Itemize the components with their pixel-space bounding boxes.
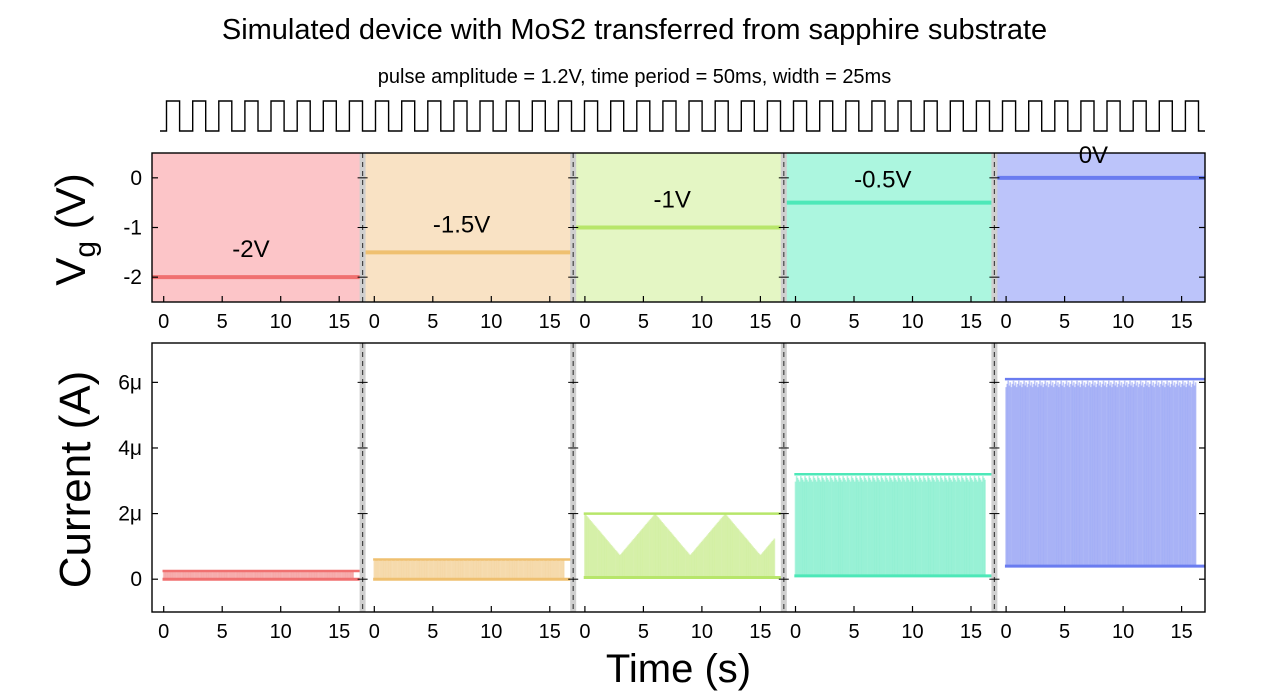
x-tick-label: 15 (328, 311, 350, 333)
x-tick-label: 5 (427, 621, 438, 643)
y-tick-label: 2μ (118, 503, 142, 526)
x-tick-label: 0 (579, 311, 590, 333)
x-tick-label: 0 (790, 311, 801, 333)
x-tick-label: 15 (1170, 621, 1192, 643)
x-tick-label: 10 (270, 621, 292, 643)
x-tick-label: 0 (369, 311, 380, 333)
y-tick-label: 0 (130, 167, 142, 190)
x-tick-label: 5 (217, 311, 228, 333)
x-tick-label: 0 (369, 621, 380, 643)
x-tick-label: 0 (1001, 621, 1012, 643)
vg-axis-label: Vg (V) (47, 173, 102, 285)
x-tick-label: 15 (1170, 311, 1192, 333)
x-tick-label: 10 (1112, 621, 1134, 643)
x-tick-label: 15 (749, 311, 771, 333)
x-tick-label: 10 (480, 621, 502, 643)
x-tick-label: 5 (848, 311, 859, 333)
vg-panel-background (362, 153, 574, 302)
x-tick-label: 0 (158, 311, 169, 333)
x-tick-label: 15 (539, 311, 561, 333)
x-tick-label: 0 (790, 621, 801, 643)
x-tick-label: 5 (1059, 311, 1070, 333)
x-tick-label: 5 (1059, 621, 1070, 643)
x-tick-label: 5 (638, 621, 649, 643)
current-panel-frame (151, 342, 1206, 613)
vg-series-label: -1V (654, 187, 691, 214)
y-tick-label: 4μ (118, 437, 142, 460)
x-tick-label: 10 (691, 311, 713, 333)
vg-panel-background (152, 153, 363, 302)
x-tick-label: 10 (901, 621, 923, 643)
pulse-waveform (160, 100, 1205, 132)
x-tick-label: 15 (960, 311, 982, 333)
x-axis-label: Time (s) (606, 647, 751, 691)
x-tick-label: 5 (217, 621, 228, 643)
x-tick-label: 10 (901, 311, 923, 333)
y-tick-label: -2 (123, 266, 142, 289)
vg-panel-background (783, 153, 995, 302)
pulse-train (160, 100, 1205, 132)
x-tick-label: 10 (691, 621, 713, 643)
x-tick-label: 15 (539, 621, 561, 643)
current-panel: 0 5 10 15 0 5 10 15 0 5 10 15 0 5 10 15 0 5 10 15 0 2μ 4μ 6μ (118, 342, 1206, 643)
vg-series-label: -0.5V (854, 167, 911, 194)
axis-labels: Time (s) Vg (V) Current (A) (47, 173, 751, 691)
x-tick-label: 0 (1001, 311, 1012, 333)
x-tick-label: 5 (848, 621, 859, 643)
x-tick-label: 0 (158, 621, 169, 643)
gate-voltage-panel: -2V 0 5 10 15 -1.5V 0 5 10 15 -1V 0 5 10 15 -0.5V 0 5 10 15… (123, 142, 1206, 333)
y-tick-label: 6μ (118, 371, 142, 394)
vg-series-label: -1.5V (433, 211, 490, 238)
x-tick-label: 15 (960, 621, 982, 643)
chart-subtitle: pulse amplitude = 1.2V, time period = 50… (377, 66, 892, 88)
x-tick-label: 10 (270, 311, 292, 333)
x-tick-label: 15 (328, 621, 350, 643)
vg-panel-background (994, 153, 1205, 302)
vg-series-label: 0V (1079, 142, 1108, 169)
x-tick-label: 10 (1112, 311, 1134, 333)
x-tick-label: 10 (480, 311, 502, 333)
x-tick-label: 5 (427, 311, 438, 333)
y-tick-label: -1 (123, 217, 142, 240)
chart-title: Simulated device with MoS2 transferred f… (221, 14, 1048, 46)
x-tick-label: 5 (638, 311, 649, 333)
vg-series-label: -2V (232, 236, 269, 263)
x-tick-label: 15 (749, 621, 771, 643)
current-axis-label: Current (A) (51, 371, 100, 589)
x-tick-label: 0 (579, 621, 590, 643)
y-tick-label: 0 (130, 568, 142, 591)
